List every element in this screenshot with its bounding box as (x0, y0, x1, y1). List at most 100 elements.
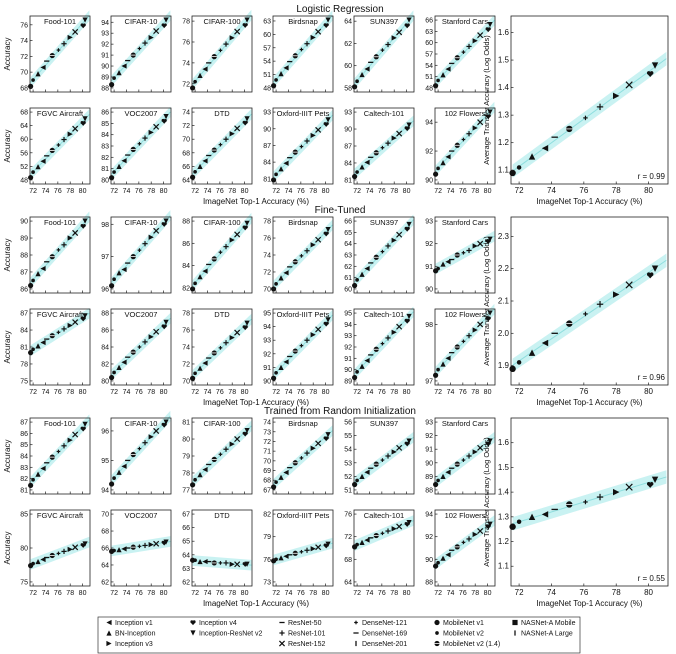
x-tick-label: 72 (191, 188, 199, 195)
data-point (380, 458, 385, 462)
y-tick-label: 95 (101, 458, 109, 465)
panel-title: 102 Flowers (445, 511, 486, 520)
data-point (433, 171, 439, 177)
panel-title: Birdsnap (288, 218, 318, 227)
x-tick-label: 78 (390, 188, 398, 195)
y-tick-label: 80 (20, 546, 28, 553)
y-tick-label: 93 (425, 219, 433, 226)
data-point (315, 236, 322, 243)
data-point (197, 274, 203, 280)
data-point (72, 319, 79, 326)
x-tick-label: 76 (54, 590, 62, 597)
legend-item: Inception v3 (106, 640, 153, 648)
data-point (130, 52, 136, 58)
y-tick-label: 64 (20, 123, 28, 130)
data-point (28, 282, 34, 289)
x-tick-label: 76 (579, 186, 588, 195)
summary-x-axis-label: ImageNet Top-1 Accuracy (%) (536, 398, 642, 407)
x-tick-label: 78 (66, 188, 74, 195)
data-point (299, 47, 304, 52)
data-point (202, 66, 208, 72)
x-tick-label: 74 (204, 590, 212, 597)
y-tick-label: 72 (182, 81, 190, 88)
fit-line (354, 311, 414, 375)
panel-title: Food-101 (44, 17, 76, 26)
data-point (440, 361, 446, 367)
legend-item: DenseNet-121 (354, 620, 407, 627)
data-point (512, 619, 518, 626)
data-point (116, 364, 122, 370)
x-tick-label: 72 (272, 389, 280, 396)
plot-frame (272, 107, 334, 185)
data-point (274, 282, 278, 286)
data-point (433, 83, 439, 89)
y-tick-label: 95 (344, 311, 352, 318)
data-point (190, 620, 196, 626)
data-point (325, 17, 331, 23)
data-point (112, 476, 116, 480)
data-point (80, 316, 86, 322)
panel-caltech-101: 89 90 91 92 93 94 95 72 74 76 78 80 Caltech-101 (344, 306, 415, 396)
data-point (396, 444, 403, 451)
panel-cifar-10: 88 89 90 91 92 93 94 CIFAR-10 (101, 10, 172, 92)
data-point (190, 630, 196, 636)
data-point (193, 477, 197, 482)
x-tick-label: 74 (547, 588, 556, 597)
legend-label: DenseNet-201 (362, 641, 407, 648)
y-tick-label: 94 (101, 487, 109, 494)
y-tick-label: 77 (182, 487, 190, 494)
x-tick-label: 74 (285, 188, 293, 195)
y-tick-label: 1.6 (498, 438, 510, 447)
y-tick-label: 94 (344, 322, 352, 329)
y-tick-label: 81 (101, 166, 109, 173)
data-point (106, 640, 112, 647)
plot-frame (272, 509, 334, 587)
y-tick-label: 53 (344, 460, 352, 467)
y-tick-label: 78 (20, 361, 28, 368)
y-tick-label: 92 (425, 149, 433, 156)
x-tick-label: 74 (204, 389, 212, 396)
y-tick-label: 87 (263, 143, 271, 150)
y-tick-label: 84 (20, 328, 28, 335)
y-tick-label: 64 (182, 552, 190, 559)
data-point (234, 125, 241, 132)
data-point (244, 116, 250, 122)
data-point (613, 291, 620, 298)
legend-item: DenseNet-169 (353, 631, 407, 638)
y-tick-label: 68 (344, 557, 352, 564)
panel-title: Oxford-IIIT Pets (277, 109, 330, 118)
panel-title: SUN397 (370, 218, 398, 227)
data-point (385, 528, 391, 534)
x-tick-label: 74 (204, 188, 212, 195)
y-tick-label: 2.1 (498, 297, 510, 306)
data-point (274, 78, 278, 82)
data-point (283, 270, 289, 276)
data-point (487, 236, 493, 242)
y-tick-label: 87 (20, 311, 28, 318)
data-point (121, 63, 127, 69)
data-point (583, 311, 588, 317)
data-point (271, 83, 277, 89)
legend-label: DenseNet-169 (362, 631, 407, 638)
data-point (72, 229, 79, 236)
panel-stanford-cars: 88 89 90 91 92 93 Stanford Cars (425, 417, 496, 494)
plot-frame (191, 107, 253, 185)
panel-birdsnap: 70 72 74 76 78 Birdsnap (263, 216, 334, 293)
y-tick-label: 78 (263, 219, 271, 226)
y-tick-label: 70 (101, 512, 109, 519)
x-tick-label: 72 (434, 590, 442, 597)
section-title: Trained from Random Initialization (264, 406, 416, 417)
data-point (193, 558, 197, 563)
data-point (359, 71, 365, 78)
y-tick-label: 89 (20, 236, 28, 243)
panel-title: CIFAR-10 (125, 218, 158, 227)
panel-sun397: 58 60 62 64 SUN397 (344, 10, 415, 92)
x-tick-label: 80 (484, 590, 492, 597)
data-point (323, 436, 329, 442)
legend-item: ResNet-50 (279, 620, 322, 627)
data-point (566, 320, 573, 327)
data-point (49, 454, 55, 460)
y-tick-label: 67 (182, 512, 190, 519)
panel-fgvc-aircraft: 48 52 56 60 64 68 72 74 76 78 80 FGVC Aircraft (20, 107, 91, 195)
